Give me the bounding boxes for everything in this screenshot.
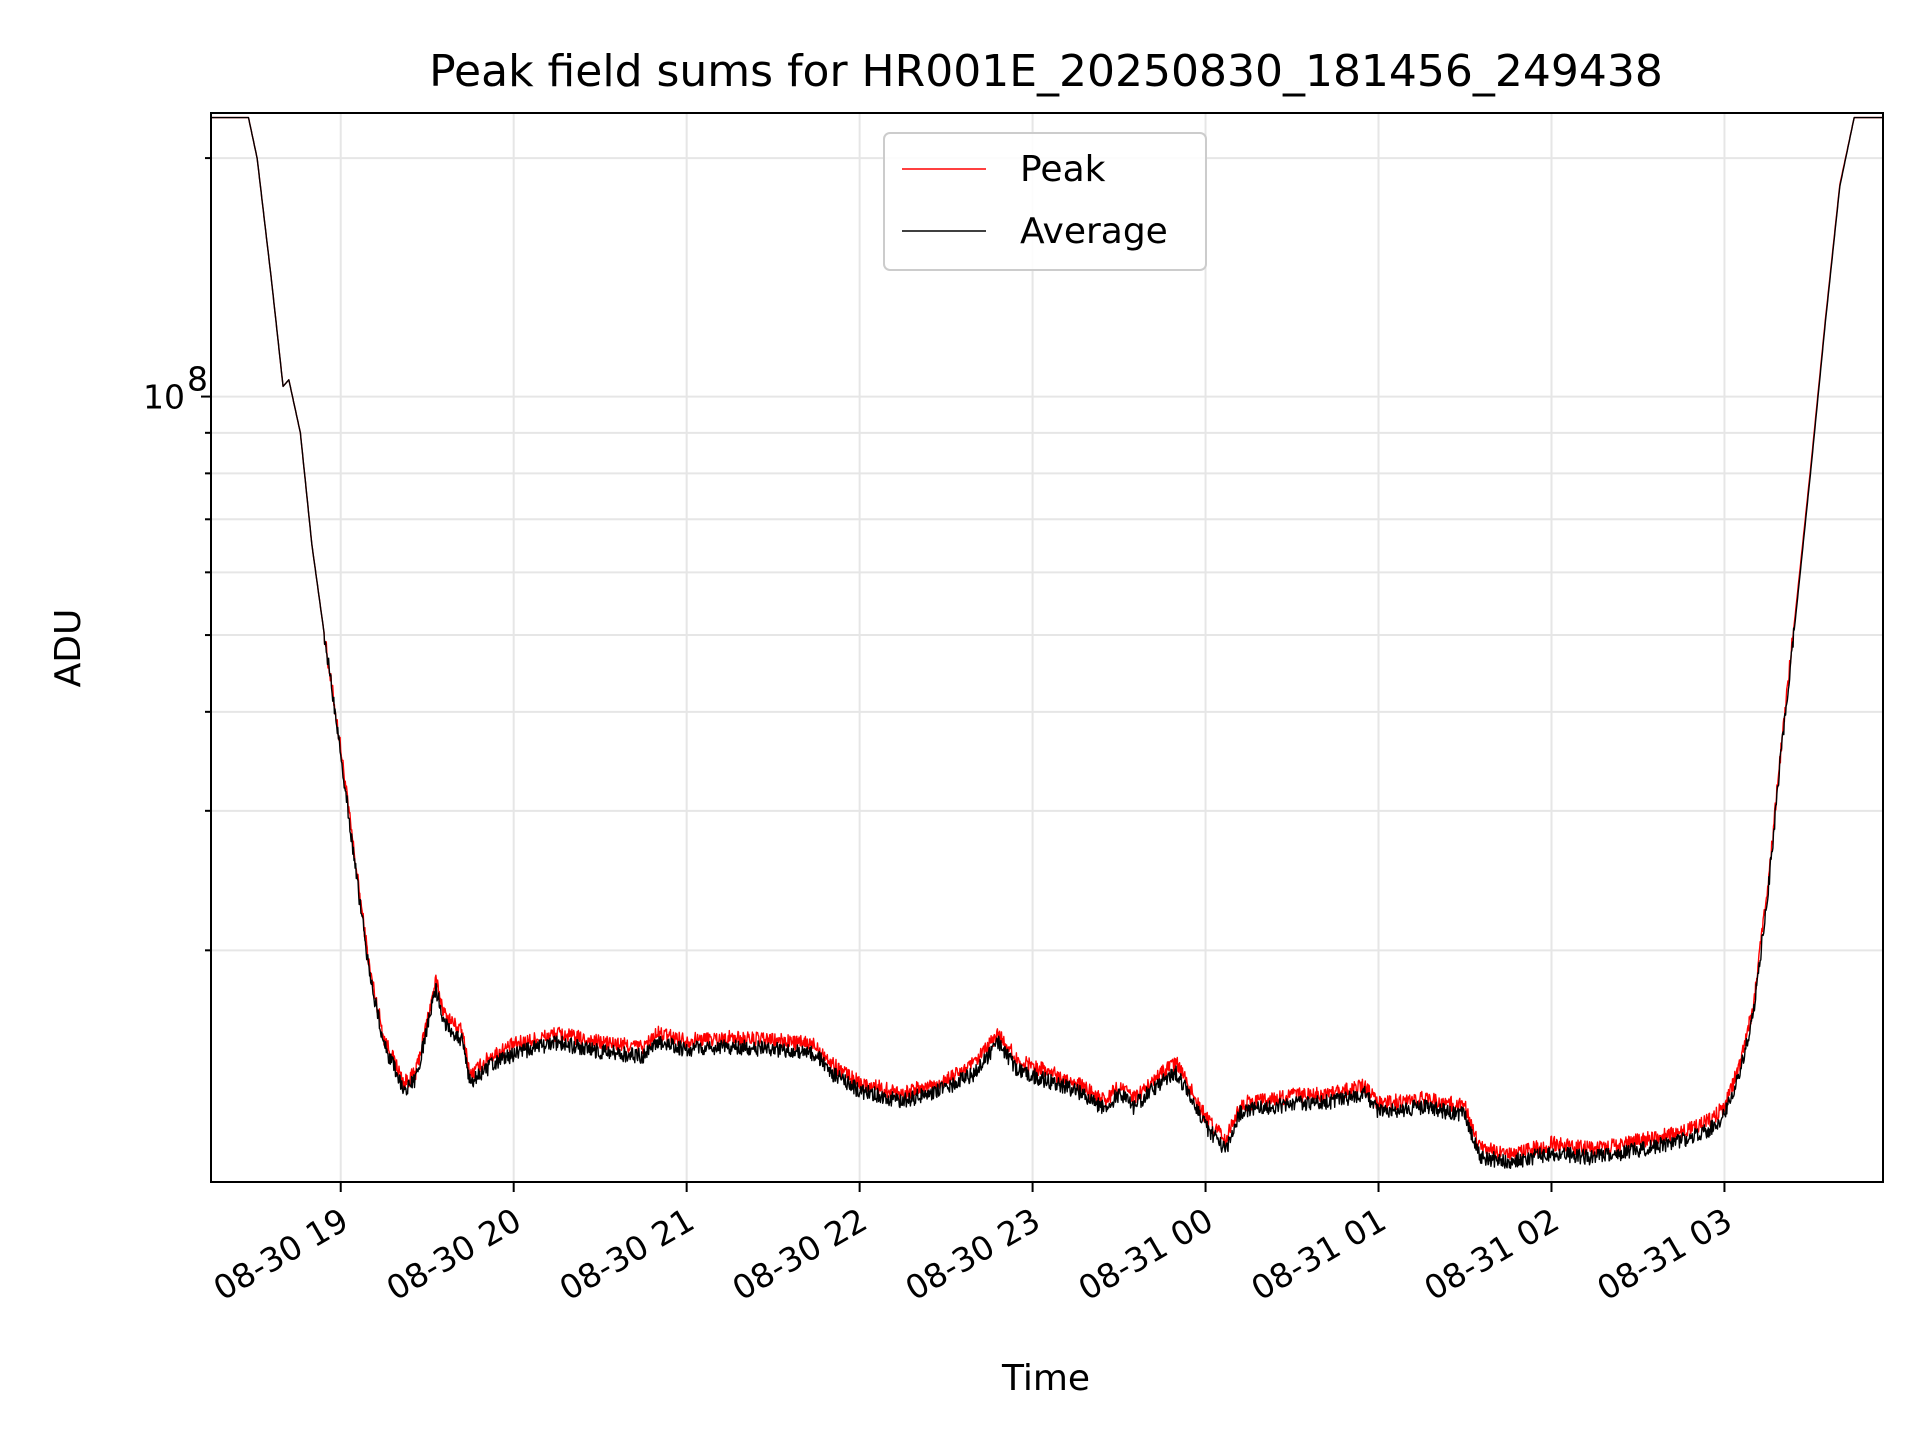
chart-title: Peak field sums for HR001E_20250830_1814… [429,46,1663,97]
y-tick-label-base: 10 [143,378,185,417]
plot-frame [210,112,1884,1183]
grid [211,113,1883,1182]
y-axis-ticks: 10 8 [143,157,211,952]
legend-label-average: Average [1020,211,1168,252]
legend-box [883,132,1207,271]
plot-lines [210,116,1884,1170]
series-line-average [210,116,1884,1170]
y-tick-label-exponent: 8 [187,360,208,399]
legend: Peak Average [883,132,1207,271]
x-axis-label: Time [1001,1358,1090,1399]
legend-label-peak: Peak [1020,149,1106,190]
y-axis-label: ADU [48,609,89,688]
